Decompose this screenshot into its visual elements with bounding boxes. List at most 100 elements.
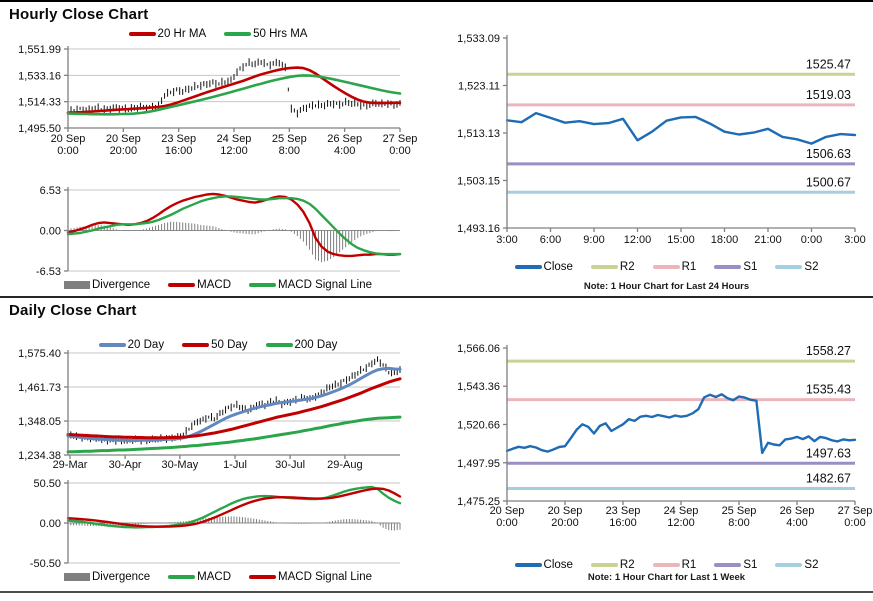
svg-text:20:00: 20:00 [110,145,138,157]
legend-swatch [714,563,742,567]
svg-text:-6.53: -6.53 [36,266,61,278]
daily-pivot-note: Note: 1 Hour Chart for Last 1 Week [587,572,746,583]
legend-swatch [714,265,742,269]
legend-label: 50 Day [211,339,248,351]
legend-label: S2 [804,261,819,273]
legend-swatch [514,265,542,269]
svg-text:1,493.16: 1,493.16 [457,223,500,235]
legend-label: Divergence [91,571,151,583]
svg-text:9:00: 9:00 [583,234,604,246]
svg-text:29-Mar: 29-Mar [53,459,88,471]
svg-text:6.53: 6.53 [40,185,61,197]
svg-text:24 Sep: 24 Sep [217,133,252,145]
svg-text:0.00: 0.00 [40,518,61,530]
svg-text:20:00: 20:00 [551,517,579,529]
legend-item-20-day: 20 Day [98,339,165,351]
legend-item-s1: S1 [714,559,757,571]
legend-label: 20 Hr MA [157,28,207,40]
svg-text:1,551.99: 1,551.99 [18,44,61,56]
svg-text:1,543.36: 1,543.36 [457,381,500,393]
legend-label: S2 [804,559,819,571]
svg-text:25 Sep: 25 Sep [272,133,307,145]
svg-text:1,533.16: 1,533.16 [18,70,61,82]
svg-text:27 Sep: 27 Sep [383,133,418,145]
legend-item-r2: R2 [590,559,635,571]
legend-swatch [775,265,803,269]
legend-swatch [182,343,210,347]
svg-text:1,513.13: 1,513.13 [457,128,500,140]
svg-text:8:00: 8:00 [279,145,300,157]
svg-text:26 Sep: 26 Sep [780,505,815,517]
svg-text:1,497.95: 1,497.95 [457,458,500,470]
legend-label: 20 Day [127,339,165,351]
svg-text:1,566.06: 1,566.06 [457,343,500,355]
legend-item-divergence: Divergence [63,279,151,291]
legend-item-macd-signal-line: MACD Signal Line [249,571,372,583]
legend-swatch [168,575,196,579]
svg-text:26 Sep: 26 Sep [327,133,362,145]
svg-text:1525.47: 1525.47 [806,57,851,71]
hourly-price-legend: 20 Hr MA 50 Hrs MA [0,26,436,42]
legend-item-200-day: 200 Day [265,339,338,351]
svg-text:1,520.66: 1,520.66 [457,419,500,431]
legend-swatch [249,283,277,287]
svg-text:1500.67: 1500.67 [806,175,851,189]
hourly-section-title: Hourly Close Chart [9,6,149,23]
svg-text:27 Sep: 27 Sep [838,505,873,517]
legend-item-close: Close [514,261,573,273]
svg-text:20 Sep: 20 Sep [106,133,141,145]
legend-swatch [775,563,803,567]
svg-text:16:00: 16:00 [609,517,637,529]
hourly-pivot-note: Note: 1 Hour Chart for Last 24 Hours [583,281,750,292]
hourly-macd-legend: Divergence MACD MACD Signal Line [0,277,436,293]
legend-item-50-hrs-ma: 50 Hrs MA [224,28,307,40]
svg-text:6:00: 6:00 [540,234,561,246]
svg-text:1,348.05: 1,348.05 [18,416,61,428]
svg-text:1,495.50: 1,495.50 [18,123,61,135]
svg-text:23 Sep: 23 Sep [161,133,196,145]
legend-label: R1 [681,559,697,571]
legend-item-50-day: 50 Day [182,339,248,351]
legend-item-divergence: Divergence [63,571,151,583]
daily-pivot-chart: 1558.27 1535.43 1497.63 1482.67 1,566.06 1,54… [457,343,873,529]
svg-text:1-Jul: 1-Jul [223,459,247,471]
svg-text:23 Sep: 23 Sep [606,505,641,517]
legend-item-close: Close [514,559,573,571]
svg-text:1,475.25: 1,475.25 [457,496,500,508]
svg-text:12:00: 12:00 [220,145,248,157]
legend-item-s2: S2 [775,559,818,571]
svg-text:29-Aug: 29-Aug [327,459,362,471]
svg-text:1,533.09: 1,533.09 [457,33,500,45]
legend-swatch [590,563,618,567]
legend-label: R2 [619,261,635,273]
legend-label: Close [543,261,573,273]
hourly-pivot-legend: Close R2 R1 S1 S2 [460,259,873,275]
svg-text:25 Sep: 25 Sep [722,505,757,517]
legend-item-r1: R1 [652,559,697,571]
legend-swatch [168,283,196,287]
top-border [0,0,873,2]
legend-label: R1 [681,261,697,273]
legend-label: S1 [743,261,758,273]
svg-text:30-May: 30-May [162,459,199,471]
svg-text:4:00: 4:00 [786,517,807,529]
legend-item-r1: R1 [652,261,697,273]
legend-item-macd: MACD [168,571,231,583]
legend-item-20-hr-ma: 20 Hr MA [128,28,207,40]
svg-text:1506.63: 1506.63 [806,147,851,161]
legend-label: Divergence [91,279,151,291]
svg-text:0:00: 0:00 [57,145,78,157]
svg-text:3:00: 3:00 [844,234,865,246]
svg-text:30-Jul: 30-Jul [275,459,305,471]
legend-item-r2: R2 [590,261,635,273]
svg-text:1497.63: 1497.63 [806,446,851,460]
legend-label: MACD Signal Line [278,571,372,583]
section-divider [0,296,873,298]
svg-text:1558.27: 1558.27 [806,344,851,358]
legend-label: 200 Day [294,339,338,351]
svg-text:0:00: 0:00 [801,234,822,246]
svg-text:0:00: 0:00 [496,517,517,529]
svg-text:20 Sep: 20 Sep [548,505,583,517]
